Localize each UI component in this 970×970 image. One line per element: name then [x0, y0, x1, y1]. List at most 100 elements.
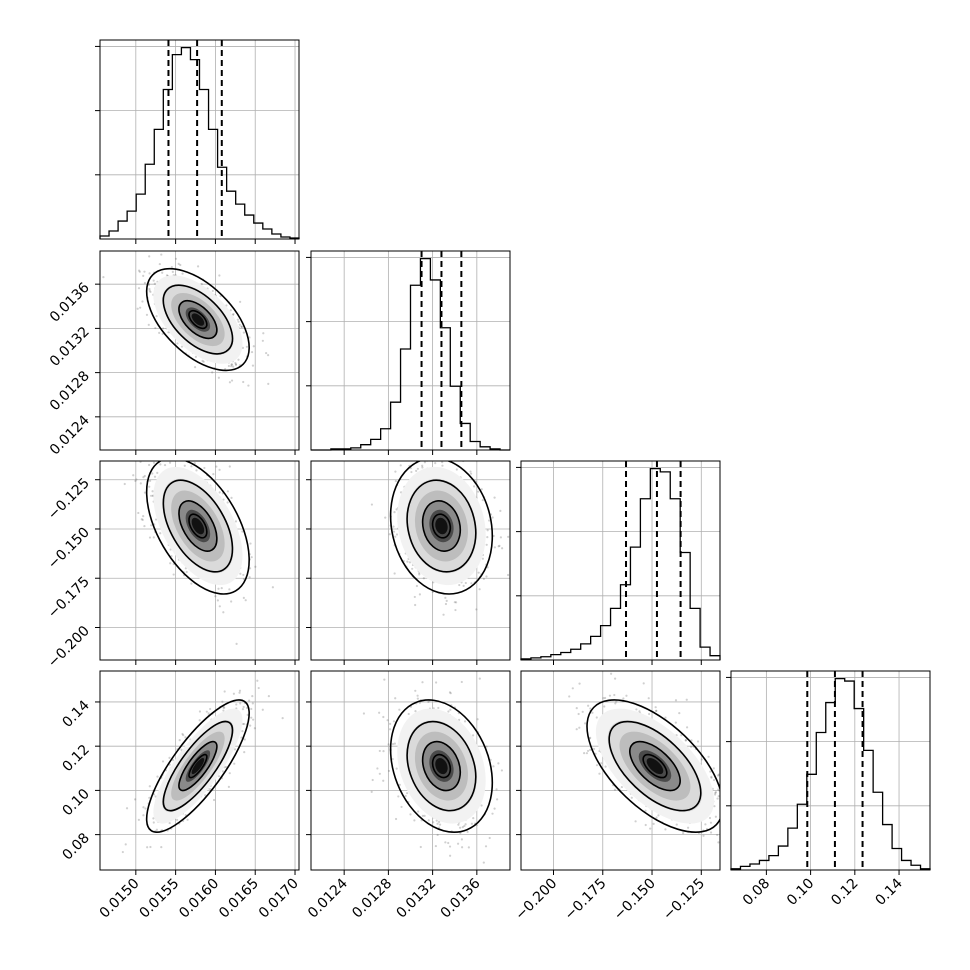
sample-point	[461, 826, 464, 829]
sample-point	[216, 599, 219, 602]
sample-point	[248, 576, 251, 579]
sample-point	[148, 272, 151, 275]
sample-point	[604, 696, 607, 700]
sample-point	[436, 822, 439, 825]
sample-point	[664, 828, 667, 831]
sample-point	[499, 536, 502, 539]
sample-point	[644, 809, 647, 812]
sample-point	[382, 750, 385, 753]
sample-point	[586, 749, 590, 753]
sample-point	[158, 331, 161, 334]
sample-point	[139, 482, 142, 485]
sample-point	[156, 471, 159, 475]
sample-point	[159, 463, 162, 466]
sample-point	[456, 842, 460, 845]
panel-frame	[310, 460, 511, 661]
sample-point	[410, 470, 413, 474]
sample-point	[613, 677, 617, 680]
sample-point	[625, 694, 628, 697]
sample-point	[250, 707, 253, 711]
sample-point	[642, 682, 645, 685]
sample-point	[226, 501, 229, 504]
sample-point	[163, 463, 167, 467]
sample-point	[421, 681, 424, 684]
sample-point	[203, 466, 206, 470]
sample-point	[469, 472, 473, 475]
sample-point	[237, 358, 240, 361]
sample-point	[712, 767, 715, 770]
sample-point	[404, 794, 407, 798]
sample-point	[472, 817, 475, 820]
sample-point	[242, 705, 245, 709]
sample-point	[415, 584, 419, 588]
sample-point	[442, 613, 445, 616]
sample-point	[413, 439, 415, 441]
sample-point	[234, 363, 238, 366]
sample-point	[416, 697, 419, 700]
sample-point	[437, 706, 440, 710]
contour-line	[389, 461, 494, 595]
sample-point	[384, 516, 387, 519]
sample-point	[222, 709, 225, 712]
sample-point	[690, 745, 693, 748]
sample-point	[394, 817, 398, 821]
sample-point	[142, 806, 145, 809]
sample-point	[245, 345, 248, 348]
sample-point	[221, 770, 225, 773]
contour-line	[421, 500, 462, 552]
sample-point	[141, 518, 144, 521]
sample-point	[184, 813, 187, 817]
sample-point	[176, 818, 179, 821]
sample-point	[713, 805, 716, 808]
sample-point	[232, 692, 235, 695]
contour-line	[406, 720, 477, 812]
panel-frame	[520, 460, 721, 661]
sample-point	[169, 562, 172, 565]
sample-point	[371, 778, 374, 782]
sample-point	[143, 491, 147, 494]
y-tick-label: −0.150	[45, 524, 93, 572]
sample-point	[614, 702, 617, 705]
sample-point	[234, 363, 238, 366]
sample-point	[140, 518, 143, 521]
sample-point	[220, 587, 223, 590]
sample-point	[416, 467, 419, 470]
sample-point	[147, 463, 151, 467]
sample-point	[262, 332, 265, 335]
sample-point	[685, 698, 688, 701]
sample-point	[649, 827, 652, 830]
sample-point	[709, 831, 713, 834]
sample-point	[394, 535, 397, 538]
sample-point	[102, 276, 105, 279]
sample-point	[608, 694, 612, 697]
sample-point	[148, 785, 151, 788]
sample-point	[230, 379, 234, 382]
sample-point	[409, 813, 412, 816]
sample-point	[208, 788, 212, 791]
sample-point	[183, 464, 186, 467]
x-tick-label: −0.150	[611, 876, 659, 924]
sample-point	[644, 823, 647, 827]
sample-point	[587, 704, 590, 707]
x-tick-label: 0.0150	[97, 876, 143, 922]
contour-line	[188, 513, 208, 539]
contour-line	[421, 740, 462, 792]
sample-point	[441, 464, 444, 467]
sample-point	[471, 734, 475, 737]
sample-point	[148, 255, 151, 258]
sample-point	[602, 697, 605, 700]
sample-point	[418, 593, 421, 596]
sample-point	[496, 798, 499, 801]
sample-point	[143, 281, 147, 285]
sample-point	[591, 711, 594, 714]
sample-point	[395, 508, 398, 511]
sample-point	[455, 468, 458, 471]
sample-point	[243, 751, 246, 754]
sample-point	[445, 666, 447, 668]
density-layer	[370, 439, 510, 616]
sample-point	[149, 290, 152, 294]
contour-line	[188, 309, 208, 330]
sample-point	[179, 263, 182, 267]
sample-point	[224, 367, 227, 371]
